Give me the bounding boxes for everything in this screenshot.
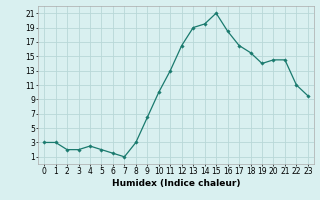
X-axis label: Humidex (Indice chaleur): Humidex (Indice chaleur): [112, 179, 240, 188]
